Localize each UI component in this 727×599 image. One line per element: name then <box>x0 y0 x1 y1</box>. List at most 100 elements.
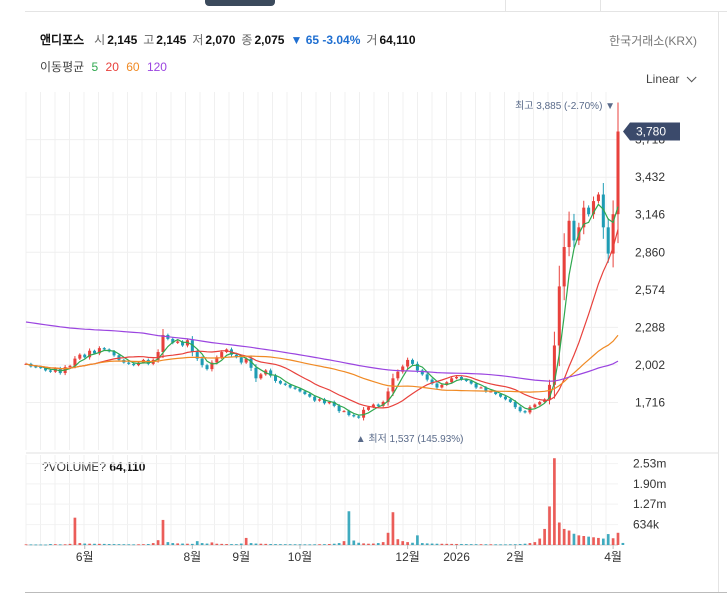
volume-bar <box>112 544 116 545</box>
candle <box>88 348 92 360</box>
volume-bar <box>342 541 346 545</box>
candle <box>269 368 273 378</box>
candle-body <box>440 384 444 388</box>
candle <box>503 395 507 401</box>
candle-body <box>415 363 419 371</box>
candle <box>396 369 400 381</box>
ma-legend[interactable]: 이동평균 5 20 60 120 <box>40 58 171 75</box>
candle-body <box>503 396 507 400</box>
candle-body <box>430 379 434 384</box>
volume-bar <box>122 544 126 546</box>
volume-bar <box>327 544 331 545</box>
volume-bar <box>88 543 91 545</box>
candle-body <box>39 367 43 369</box>
ma60-label: 60 <box>126 60 140 74</box>
volume-bar <box>430 543 434 545</box>
volume-bar <box>323 544 326 545</box>
candle-body <box>308 394 312 397</box>
candle-body <box>234 354 238 358</box>
volume-bar <box>616 532 620 545</box>
candle-body <box>34 366 38 368</box>
candle <box>83 353 87 359</box>
current-price-badge <box>623 122 680 141</box>
volume-value: 64,110 <box>379 33 416 47</box>
candle <box>445 381 449 386</box>
candle-body <box>362 409 366 418</box>
candle-body <box>523 411 527 413</box>
candle <box>410 358 415 366</box>
candle-body <box>582 207 586 228</box>
volume-bar <box>567 530 571 545</box>
candle-body <box>538 401 542 405</box>
candle-body <box>342 411 346 413</box>
volume-bar <box>220 543 224 545</box>
volume-bars <box>24 458 625 546</box>
volume-bar <box>68 543 72 545</box>
volume-bar <box>582 536 586 545</box>
volume-bar <box>479 544 483 546</box>
candle-body <box>479 387 483 389</box>
candle-body <box>352 415 356 417</box>
ma5-line <box>25 203 619 416</box>
high-annotation: 최고 3,885 (-2.70%) ▼ <box>515 100 615 112</box>
candle-body <box>450 378 454 383</box>
volume-bar <box>24 544 28 546</box>
candle <box>533 403 537 409</box>
scale-dropdown[interactable]: Linear <box>646 71 697 86</box>
ma20-label: 20 <box>105 60 119 74</box>
candle-body <box>254 367 258 379</box>
candle-body <box>313 396 317 401</box>
candle-body <box>83 354 87 358</box>
change-value: ▼ 65 -3.04% <box>290 33 361 47</box>
candle-body <box>44 367 48 371</box>
candle <box>440 383 444 389</box>
tab-indicator <box>205 0 275 6</box>
high-label: 고 <box>143 33 155 47</box>
candle-body <box>181 341 185 346</box>
volume-bar <box>538 538 542 545</box>
volume-bar <box>372 543 375 545</box>
candle-body <box>200 358 204 366</box>
candle <box>205 363 209 371</box>
volume-bar <box>396 539 400 545</box>
candle-body <box>484 387 488 392</box>
volume-tick-label: 1.90m <box>633 477 666 491</box>
volume-bar <box>362 543 365 545</box>
volume-bar <box>83 543 87 545</box>
volume-bar <box>132 544 135 546</box>
candle <box>283 382 287 386</box>
candle-body <box>616 131 620 215</box>
candle <box>518 405 522 413</box>
y-tick-label: 3,146 <box>635 208 665 222</box>
candle-body <box>48 370 52 372</box>
candle <box>176 340 180 344</box>
volume-bar <box>98 543 101 545</box>
candle <box>582 200 586 235</box>
volume-bar <box>166 542 170 545</box>
volume-bar <box>469 544 473 545</box>
candle <box>508 398 512 403</box>
candle-body <box>92 350 97 354</box>
candle-body <box>357 416 361 418</box>
volume-bar <box>137 544 140 546</box>
candle <box>592 196 596 219</box>
volume-bar <box>553 458 556 545</box>
candle-body <box>347 411 351 416</box>
volume-bar <box>587 536 590 545</box>
tab-divider <box>600 0 601 12</box>
candle <box>259 372 263 380</box>
candle-body <box>97 348 101 354</box>
close-value: 2,075 <box>254 33 285 47</box>
volume-bar <box>543 528 546 545</box>
volume-bar <box>601 538 605 545</box>
candle-body <box>410 359 415 364</box>
volume-tick-label: 634k <box>633 518 660 532</box>
candle-body <box>244 358 248 363</box>
candle <box>293 386 297 390</box>
candle <box>425 372 429 382</box>
candle <box>78 353 82 360</box>
candle-body <box>499 394 503 397</box>
candle <box>406 357 410 369</box>
volume-bar <box>499 544 502 546</box>
